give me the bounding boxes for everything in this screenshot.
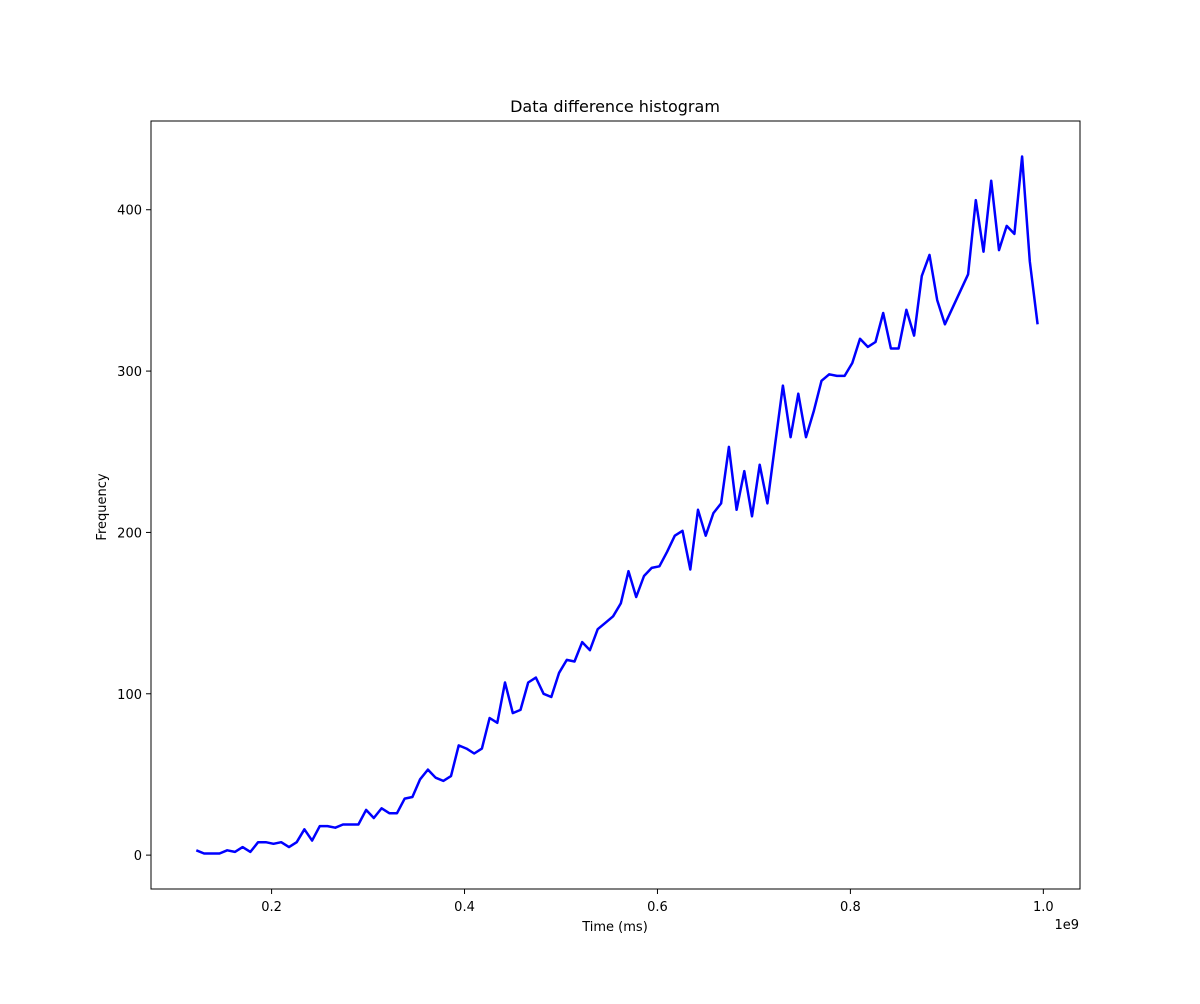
- y-tick-label: 200: [117, 526, 142, 541]
- x-tick-label: 0.4: [454, 900, 475, 915]
- series-line: [195, 155, 1039, 855]
- y-tick-label: 400: [117, 204, 142, 219]
- x-tick-label: 0.6: [647, 900, 668, 915]
- x-axis-ticks: 0.2 0.4 0.6 0.8 1.0: [261, 889, 1054, 915]
- x-axis-offset-label: 1e9: [1054, 918, 1079, 933]
- y-axis-ticks: 0 100 200 300 400: [117, 204, 151, 864]
- x-tick-label: 1.0: [1033, 900, 1054, 915]
- series-layer: [195, 155, 1039, 855]
- x-tick-label: 0.2: [261, 900, 282, 915]
- y-axis-label: Frequency: [95, 473, 110, 540]
- y-tick-label: 0: [134, 849, 142, 864]
- chart-title: Data difference histogram: [510, 97, 720, 116]
- y-tick-label: 300: [117, 365, 142, 380]
- x-tick-label: 0.8: [840, 900, 861, 915]
- x-axis-label: Time (ms): [581, 920, 648, 935]
- plot-area-frame: [150, 120, 1081, 890]
- y-tick-label: 100: [117, 688, 142, 703]
